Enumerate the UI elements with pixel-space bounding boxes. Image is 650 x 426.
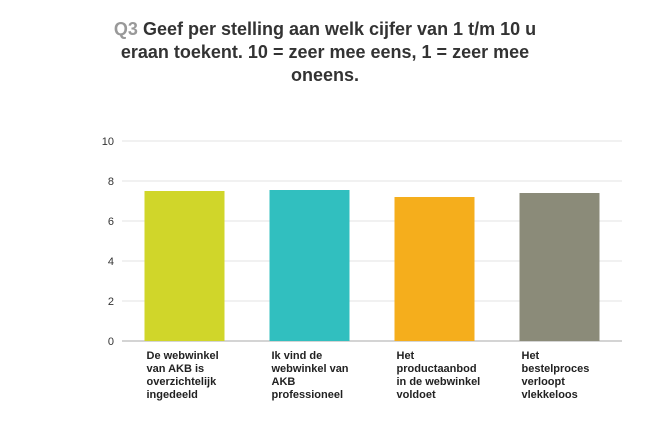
bar [519, 193, 600, 341]
bar [394, 197, 475, 341]
y-tick-label: 2 [108, 296, 114, 308]
category-label: De webwinkel van AKB is overzichtelijk i… [146, 350, 219, 401]
y-axis-ticks: 0 2 4 6 8 10 [102, 136, 114, 348]
question-number: Q3 [113, 19, 138, 39]
category-label: Het bestelproces verloopt vlekkeloos [521, 350, 590, 401]
chart-title: Q3 Geef per stelling aan welk cijfer van… [100, 18, 550, 87]
bar [144, 191, 225, 341]
y-tick-label: 8 [108, 176, 114, 188]
category-label: Ik vind de webwinkel van AKB professione… [271, 350, 349, 401]
bar [269, 190, 350, 341]
category-label: Het productaanbod in de webwinkel voldoe… [396, 350, 481, 401]
y-tick-label: 4 [108, 256, 114, 268]
y-tick-label: 0 [108, 336, 114, 348]
bars [144, 190, 600, 341]
y-tick-label: 6 [108, 216, 114, 228]
question-text: Geef per stelling aan welk cijfer van 1 … [120, 19, 537, 85]
y-tick-label: 10 [102, 136, 114, 148]
